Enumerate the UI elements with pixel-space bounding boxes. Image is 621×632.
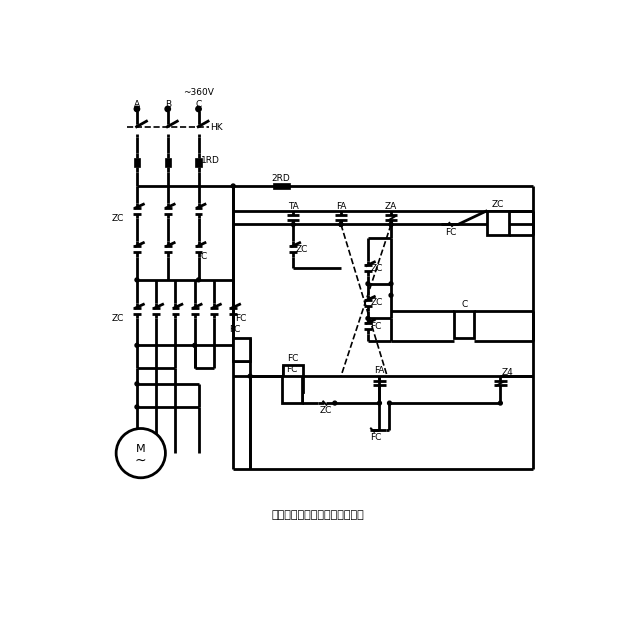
Text: ZC: ZC: [370, 264, 383, 273]
Text: ZC: ZC: [492, 200, 504, 209]
Circle shape: [193, 343, 197, 347]
Text: B: B: [165, 100, 171, 109]
Circle shape: [135, 405, 139, 409]
Bar: [196, 158, 202, 167]
Circle shape: [333, 401, 337, 405]
Circle shape: [339, 222, 343, 226]
Circle shape: [499, 401, 502, 405]
Text: C: C: [196, 100, 202, 109]
Circle shape: [134, 106, 140, 112]
Bar: [283, 365, 303, 392]
Text: 2RD: 2RD: [271, 174, 291, 183]
Text: ~: ~: [135, 454, 147, 468]
Bar: [134, 158, 140, 167]
Circle shape: [291, 222, 295, 226]
Circle shape: [366, 317, 370, 320]
Circle shape: [135, 278, 139, 282]
Text: FA: FA: [374, 367, 384, 375]
Text: ZC: ZC: [112, 314, 124, 323]
Circle shape: [366, 282, 370, 286]
Circle shape: [378, 401, 381, 405]
Circle shape: [231, 184, 235, 188]
Text: FC: FC: [229, 325, 241, 334]
Bar: [233, 337, 250, 361]
Circle shape: [339, 222, 343, 226]
Bar: [487, 210, 509, 235]
Text: FC: FC: [445, 228, 456, 236]
Circle shape: [116, 428, 165, 478]
Circle shape: [388, 401, 391, 405]
Circle shape: [196, 106, 201, 112]
Text: A: A: [134, 100, 140, 109]
Circle shape: [248, 374, 252, 378]
Text: C: C: [200, 252, 206, 261]
Text: FC: FC: [235, 314, 247, 323]
Circle shape: [389, 293, 393, 297]
Circle shape: [389, 222, 393, 226]
Circle shape: [197, 278, 201, 282]
Text: C: C: [461, 300, 467, 309]
Circle shape: [135, 382, 139, 386]
Bar: [454, 311, 474, 337]
Text: ZC: ZC: [370, 298, 383, 308]
Text: 由三个接触器组成的正反转控制: 由三个接触器组成的正反转控制: [271, 510, 365, 520]
Text: FC: FC: [286, 365, 297, 375]
Text: ZC: ZC: [319, 406, 332, 415]
Bar: [165, 158, 171, 167]
Circle shape: [135, 343, 139, 347]
Text: Z4: Z4: [502, 368, 514, 377]
Circle shape: [389, 222, 393, 226]
Text: HK: HK: [210, 123, 223, 132]
Text: FC: FC: [288, 354, 299, 363]
Text: FA: FA: [336, 202, 346, 211]
Text: 1RD: 1RD: [201, 156, 220, 165]
Text: M: M: [136, 444, 145, 454]
Circle shape: [389, 282, 393, 286]
Text: ~360V: ~360V: [183, 88, 214, 97]
Text: ZA: ZA: [385, 202, 397, 211]
Text: ZC: ZC: [296, 245, 308, 253]
Bar: [273, 183, 290, 189]
Text: FC: FC: [370, 434, 381, 442]
Bar: [282, 376, 302, 403]
Circle shape: [165, 106, 170, 112]
Text: ZC: ZC: [112, 214, 124, 223]
Text: TA: TA: [288, 202, 299, 211]
Text: FC: FC: [370, 322, 382, 331]
